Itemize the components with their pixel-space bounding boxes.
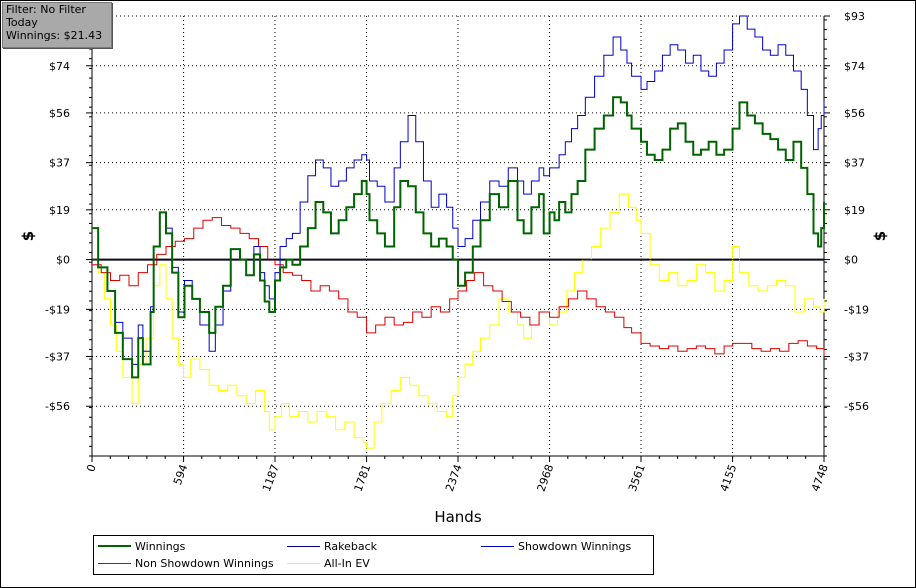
y-tick-label-right: $74 xyxy=(844,60,865,73)
legend-label: All-In EV xyxy=(324,556,370,570)
y-tick-label-left: -$37 xyxy=(45,350,70,363)
chart-legend: Winnings Rakeback Showdown Winnings Non Sho… xyxy=(93,535,654,575)
y-tick-label-right: -$37 xyxy=(844,350,869,363)
legend-item: Rakeback xyxy=(287,538,377,554)
y-tick-label-left: $56 xyxy=(49,107,70,120)
series-line-non-showdown-winnings xyxy=(92,217,825,357)
legend-label: Rakeback xyxy=(324,539,378,553)
filter-info-box: Filter: No Filter Today Winnings: $21.43 xyxy=(2,2,112,48)
y-tick-label-left: -$19 xyxy=(45,303,70,316)
x-tick-label: 2968 xyxy=(535,463,557,494)
y-tick-label-right: $37 xyxy=(844,157,865,170)
series-line-all-in-ev xyxy=(92,193,825,449)
legend-swatch xyxy=(98,562,131,564)
y-tick-label-right: -$56 xyxy=(844,400,869,413)
legend-swatch xyxy=(287,562,320,564)
x-tick-label: 2374 xyxy=(443,463,465,494)
x-tick-label: 0 xyxy=(84,463,99,474)
y-tick-label-right: -$19 xyxy=(844,303,869,316)
x-tick-label: 3561 xyxy=(626,463,648,494)
y-tick-label-left: $37 xyxy=(49,157,70,170)
x-tick-label: 1187 xyxy=(260,463,282,494)
legend-item: Showdown Winnings xyxy=(481,538,631,554)
y-tick-label-left: $74 xyxy=(49,60,70,73)
y-tick-label-right: $56 xyxy=(844,107,865,120)
x-tick-label: 1781 xyxy=(352,463,374,494)
x-tick-label: 4748 xyxy=(809,463,831,494)
y-axis-title-left: $ xyxy=(19,231,37,241)
y-tick-label-left: -$56 xyxy=(45,400,70,413)
legend-item: All-In EV xyxy=(287,555,370,571)
x-axis-title: Hands xyxy=(434,508,481,526)
date-range-label: Today xyxy=(6,16,38,29)
x-tick-label: 4155 xyxy=(718,463,740,494)
filter-label: Filter: No Filter xyxy=(6,3,86,16)
legend-swatch xyxy=(481,545,514,547)
y-tick-label-left: $0 xyxy=(56,254,70,267)
y-tick-label-right: $93 xyxy=(844,10,865,23)
winnings-label: Winnings: $21.43 xyxy=(6,29,103,42)
legend-label: Showdown Winnings xyxy=(518,539,632,553)
legend-label: Non Showdown Winnings xyxy=(135,556,274,570)
series-line-showdown-winnings xyxy=(92,15,825,365)
series-line-winnings xyxy=(92,96,825,379)
y-tick-label-right: $19 xyxy=(844,204,865,217)
legend-swatch xyxy=(98,545,131,547)
x-tick-label: 594 xyxy=(171,463,190,487)
legend-item: Winnings xyxy=(98,538,185,554)
legend-label: Winnings xyxy=(135,539,186,553)
y-tick-label-left: $19 xyxy=(49,204,70,217)
legend-swatch xyxy=(287,545,320,547)
legend-item: Non Showdown Winnings xyxy=(98,555,274,571)
y-axis-title-right: $ xyxy=(871,231,889,241)
y-tick-label-right: $0 xyxy=(844,254,858,267)
